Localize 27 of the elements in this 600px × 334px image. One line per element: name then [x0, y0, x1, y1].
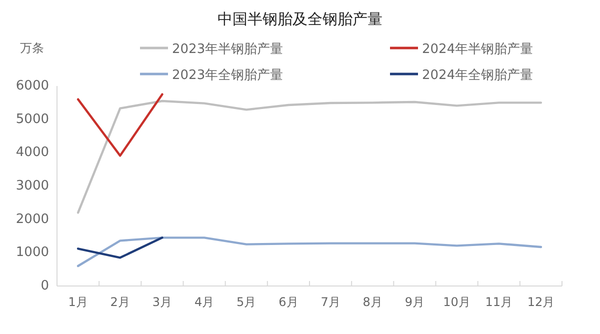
- y-tick-label: 1000: [16, 245, 49, 260]
- y-tick-label: 5000: [16, 112, 49, 127]
- x-tick-label: 7月: [320, 295, 340, 309]
- y-tick-label: 6000: [16, 78, 49, 94]
- y-tick-label: 3000: [16, 178, 49, 194]
- legend-label: 2023年半钢胎产量: [172, 42, 284, 57]
- y-tick-label: 2000: [16, 212, 49, 227]
- x-tick-label: 8月: [362, 295, 382, 309]
- line-series: [76, 236, 542, 268]
- x-tick-label: 12月: [527, 295, 555, 309]
- x-tick-label: 6月: [278, 295, 298, 309]
- legend-label: 2024年半钢胎产量: [422, 42, 534, 57]
- x-tick-label: 10月: [443, 295, 470, 309]
- line-series: [76, 100, 542, 214]
- x-tick-label: 2月: [110, 295, 130, 309]
- x-tick-label: 9月: [404, 295, 425, 309]
- y-tick-label: 4000: [16, 145, 49, 160]
- x-tick-label: 11月: [485, 295, 513, 309]
- chart-title: 中国半钢胎及全钢胎产量: [218, 10, 382, 28]
- legend-label: 2023年全钢胎产量: [172, 68, 284, 83]
- x-tick-label: 4月: [194, 295, 214, 309]
- legend-label: 2024年全钢胎产量: [422, 68, 534, 83]
- x-tick-label: 1月: [68, 295, 88, 309]
- y-tick-label: 0: [40, 278, 49, 294]
- x-tick-label: 5月: [236, 295, 256, 309]
- y-axis-title: 万条: [20, 41, 44, 55]
- x-tick-label: 3月: [152, 295, 172, 309]
